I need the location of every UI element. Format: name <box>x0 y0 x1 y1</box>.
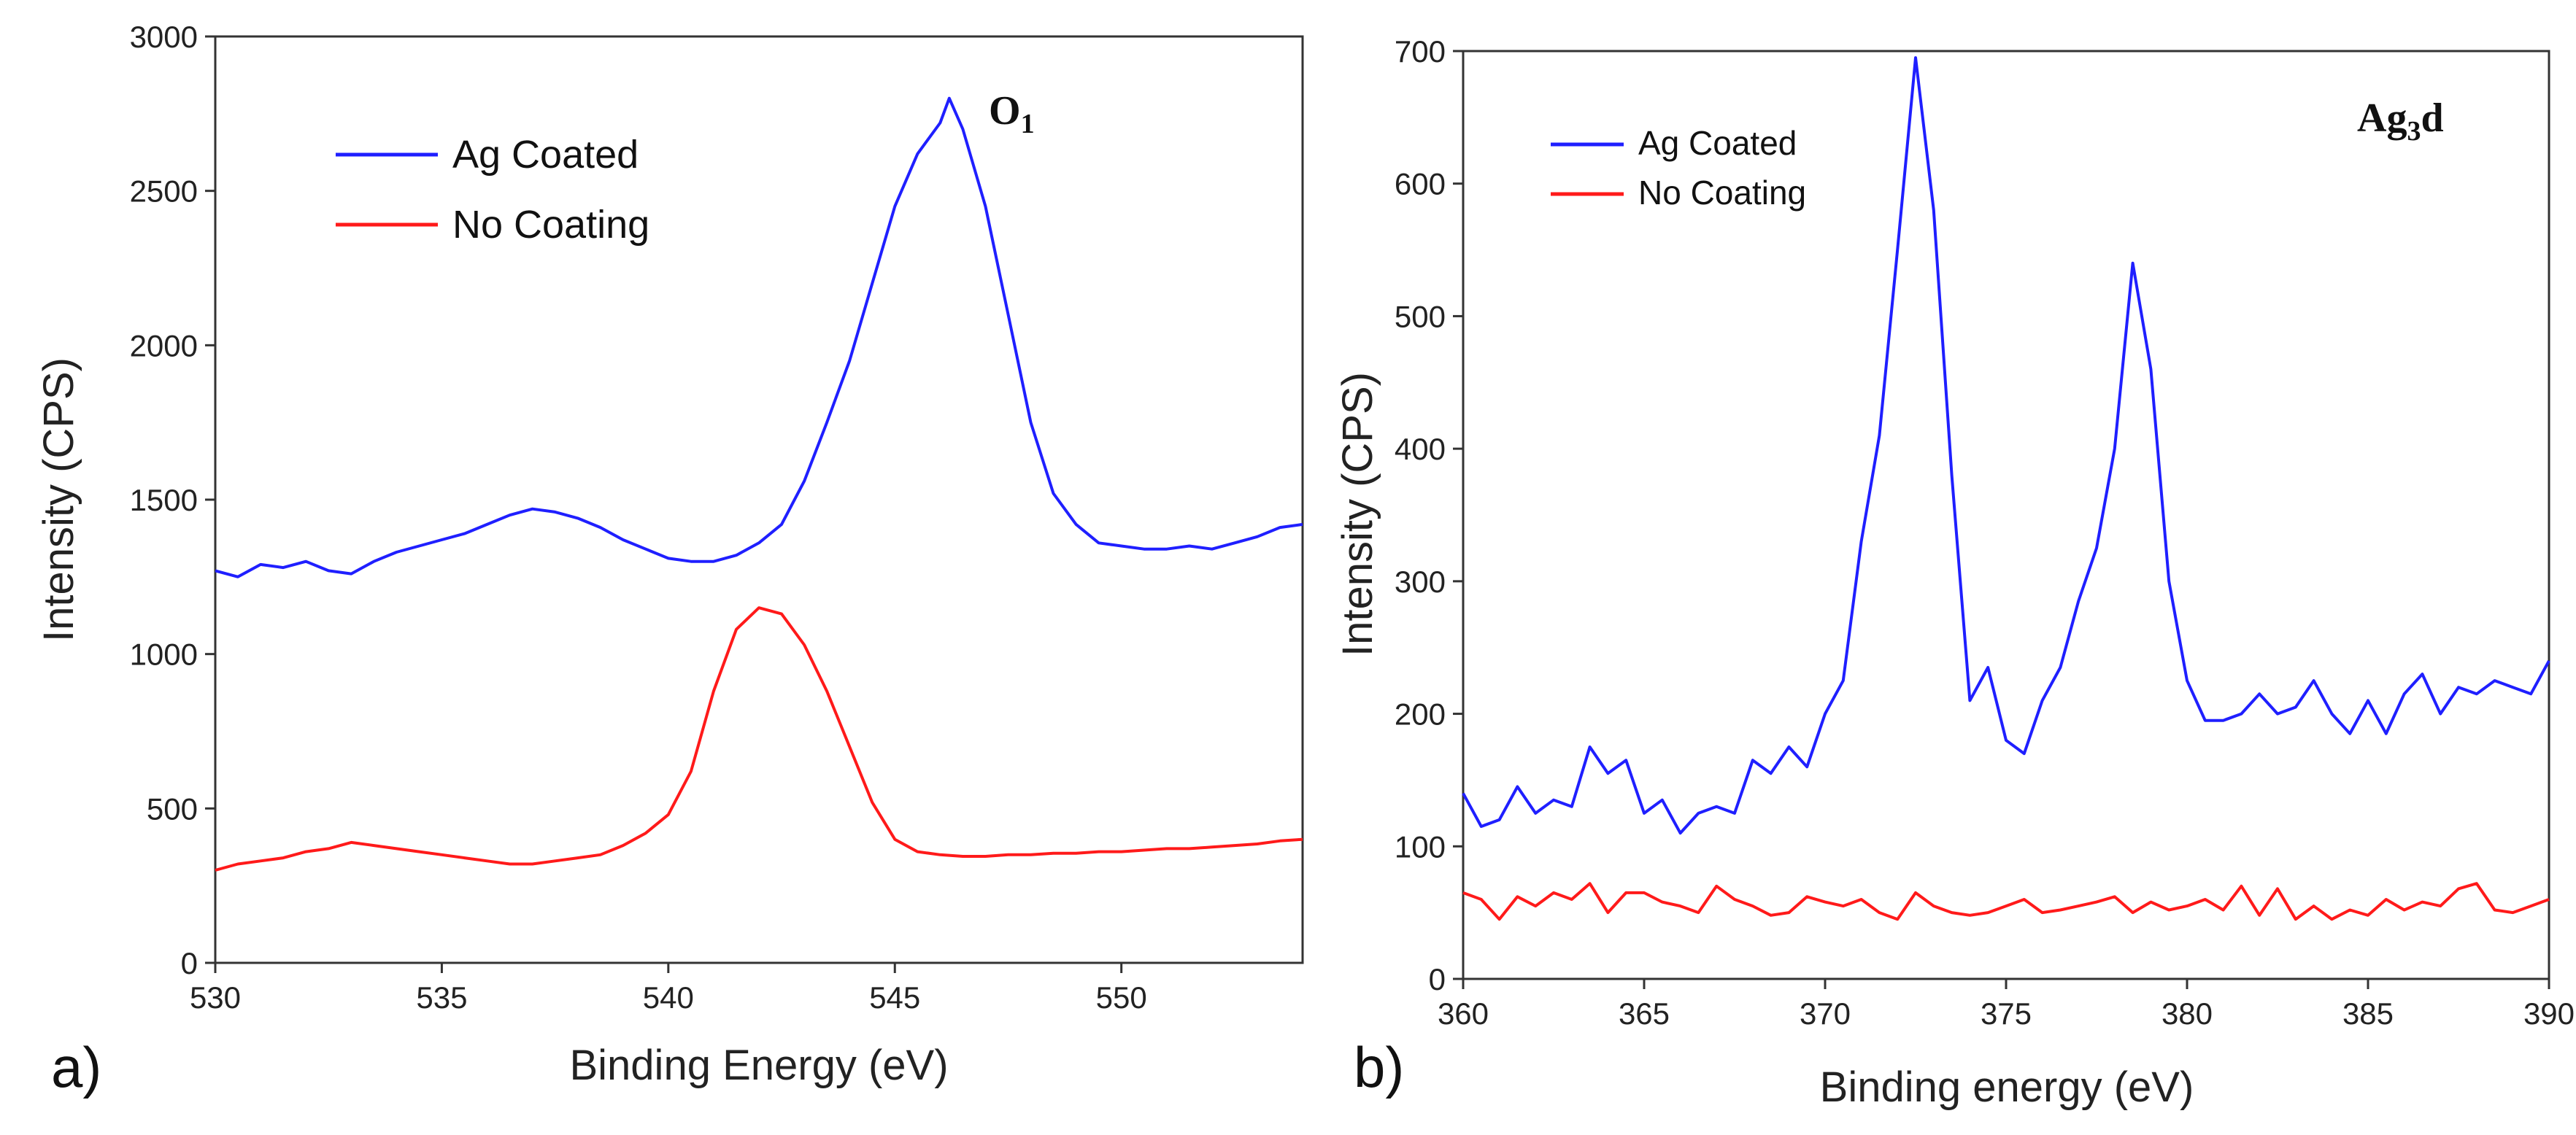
panel-b-y-tick-label-7: 700 <box>1395 34 1446 69</box>
panel-a-series-line-ag-coated <box>215 96 1303 578</box>
panel-b: 0 100 200 300 400 500 600 700 360 365 370 375 380 38… <box>1334 34 2575 1111</box>
panel-b-annotation: Ag3d <box>2357 96 2444 147</box>
panel-a-legend-label-no-coating: No Coating <box>452 203 649 247</box>
panel-b-x-tick-label-3: 375 <box>1981 996 2032 1031</box>
panel-a-label: a) <box>51 1035 101 1099</box>
panel-b-x-tick-label-5: 385 <box>2342 996 2394 1031</box>
panel-b-x-tick-label-0: 360 <box>1438 996 1489 1031</box>
panel-a: 0 500 1000 1500 2000 2500 3000 530 535 540 545 550… <box>35 20 1304 1099</box>
panel-b-series-line-no-coating <box>1462 882 2550 921</box>
panel-b-legend-label-no-coating: No Coating <box>1638 174 1806 212</box>
panel-b-x-ticks: 360 365 370 375 380 385 390 <box>1438 979 2575 1031</box>
panel-a-x-tick-label-0: 530 <box>190 980 241 1015</box>
panel-a-y-tick-label-4: 2000 <box>130 328 198 363</box>
panel-a-y-tick-label-2: 1000 <box>130 638 198 672</box>
panel-a-y-ticks: 0 500 1000 1500 2000 2500 3000 <box>130 20 215 980</box>
panel-b-annotation-sub: 3 <box>2407 116 2421 147</box>
panel-a-legend: Ag Coated No Coating <box>336 133 649 247</box>
panel-a-y-tick-label-5: 2500 <box>130 174 198 209</box>
panel-b-x-axis-title: Binding energy (eV) <box>1820 1064 2194 1111</box>
panel-a-y-tick-label-1: 500 <box>147 791 198 826</box>
panel-a-y-tick-label-0: 0 <box>181 946 198 980</box>
panel-b-y-tick-label-6: 600 <box>1395 167 1446 201</box>
panel-b-y-tick-label-5: 500 <box>1395 299 1446 333</box>
panel-a-x-tick-label-2: 540 <box>643 980 694 1015</box>
panel-a-legend-label-ag-coated: Ag Coated <box>452 133 639 177</box>
panel-b-y-ticks: 0 100 200 300 400 500 600 700 <box>1395 34 1463 996</box>
panel-a-x-tick-label-1: 535 <box>416 980 467 1015</box>
panel-a-x-ticks: 530 535 540 545 550 <box>190 963 1147 1015</box>
panel-b-x-tick-label-4: 380 <box>2162 996 2213 1031</box>
panel-b-legend: Ag Coated No Coating <box>1551 124 1806 212</box>
panel-b-annotation-main: Ag <box>2357 96 2407 141</box>
panel-a-plot-frame <box>214 35 1304 964</box>
panel-b-x-tick-label-2: 370 <box>1800 996 1851 1031</box>
panel-a-x-axis-title: Binding Energy (eV) <box>569 1042 948 1089</box>
panel-b-label: b) <box>1354 1035 1404 1099</box>
panel-a-x-tick-label-3: 545 <box>869 980 920 1015</box>
panel-b-series-line-ag-coated <box>1462 56 2550 835</box>
panel-b-y-tick-label-1: 100 <box>1395 829 1446 864</box>
panel-a-annotation-main: O <box>989 88 1021 133</box>
panel-b-y-tick-label-3: 300 <box>1395 565 1446 599</box>
panel-b-series-lines <box>1462 56 2550 921</box>
panel-a-y-tick-label-3: 1500 <box>130 483 198 517</box>
panel-b-x-tick-label-1: 365 <box>1619 996 1670 1031</box>
panel-b-y-tick-label-2: 200 <box>1395 697 1446 732</box>
panel-a-annotation: O1 <box>989 88 1035 139</box>
panel-a-series-line-no-coating <box>215 606 1303 872</box>
panel-b-x-tick-label-6: 390 <box>2523 996 2575 1031</box>
panel-b-y-tick-label-0: 0 <box>1429 962 1446 996</box>
panel-a-series-lines <box>215 96 1303 872</box>
panel-b-annotation-tail: d <box>2421 96 2443 141</box>
panel-a-annotation-sub: 1 <box>1021 109 1035 139</box>
panel-a-y-axis-title: Intensity (CPS) <box>35 357 82 642</box>
panel-b-legend-label-ag-coated: Ag Coated <box>1638 124 1797 162</box>
panel-a-y-tick-label-6: 3000 <box>130 20 198 54</box>
panel-b-y-axis-title: Intensity (CPS) <box>1334 372 1381 656</box>
panel-a-x-tick-label-4: 550 <box>1096 980 1147 1015</box>
panel-b-plot-frame <box>1462 50 2550 980</box>
panel-b-y-tick-label-4: 400 <box>1395 432 1446 466</box>
